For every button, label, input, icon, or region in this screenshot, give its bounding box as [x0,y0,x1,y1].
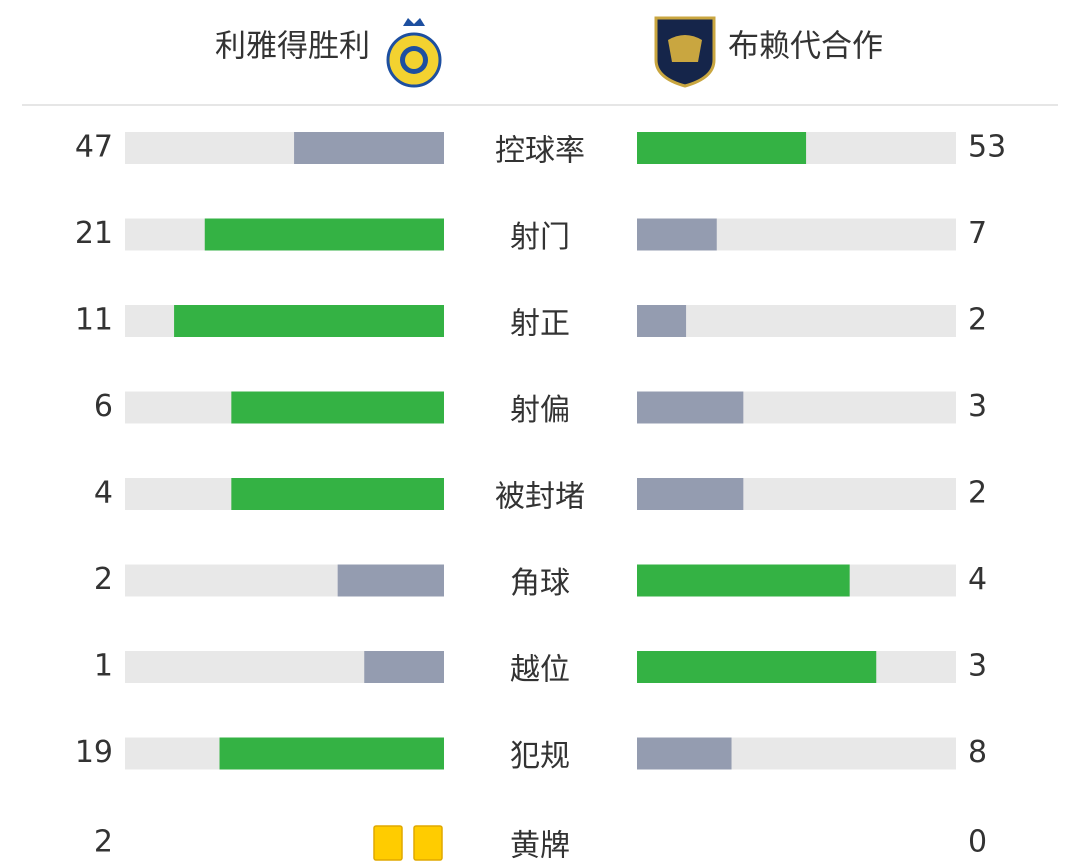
away-bar [637,564,850,597]
stat-label: 射偏 [510,393,570,428]
away-bar [637,478,744,510]
home-bar [364,651,444,683]
away-value: 7 [968,216,987,251]
home-value: 21 [75,216,113,251]
home-value: 1 [94,649,113,684]
away-bar [637,218,717,251]
away-value: 2 [968,303,987,338]
stat-label: 越位 [510,653,570,688]
away-value: 53 [968,130,1006,165]
away-bar [637,737,732,770]
home-bar [174,305,445,337]
away-logo [654,16,716,88]
yellow-card [373,825,403,861]
home-value: 4 [94,476,113,511]
away-value: 4 [968,562,987,597]
home-value: 47 [75,130,113,165]
stat-label: 射门 [510,220,570,255]
home-bar [219,737,444,770]
away-value: 0 [968,825,987,860]
away-value: 3 [968,649,987,684]
home-value: 2 [94,825,113,860]
stat-label: 黄牌 [510,829,570,864]
stat-label: 射正 [510,307,570,342]
away-value: 8 [968,735,987,770]
stat-label: 被封堵 [495,480,585,515]
away-bar [637,305,687,337]
home-bar [231,478,444,510]
yellow-card [413,825,443,861]
home-team-name: 利雅得胜利 [215,29,370,65]
stat-label: 角球 [510,566,570,601]
home-value: 19 [75,735,113,770]
home-bar [204,218,444,251]
home-bar [337,564,444,597]
away-bar [637,391,744,424]
away-bar [637,132,807,164]
away-value: 3 [968,389,987,424]
home-value: 6 [94,389,113,424]
stat-label: 犯规 [510,739,570,774]
away-value: 2 [968,476,987,511]
away-bar [637,651,877,683]
home-bar [294,132,444,164]
home-value: 11 [75,303,113,338]
bar-track [637,305,956,337]
home-value: 2 [94,562,113,597]
home-bar [231,391,444,424]
stat-label: 控球率 [495,134,585,169]
home-logo [386,18,442,88]
away-team-name: 布赖代合作 [728,29,883,65]
